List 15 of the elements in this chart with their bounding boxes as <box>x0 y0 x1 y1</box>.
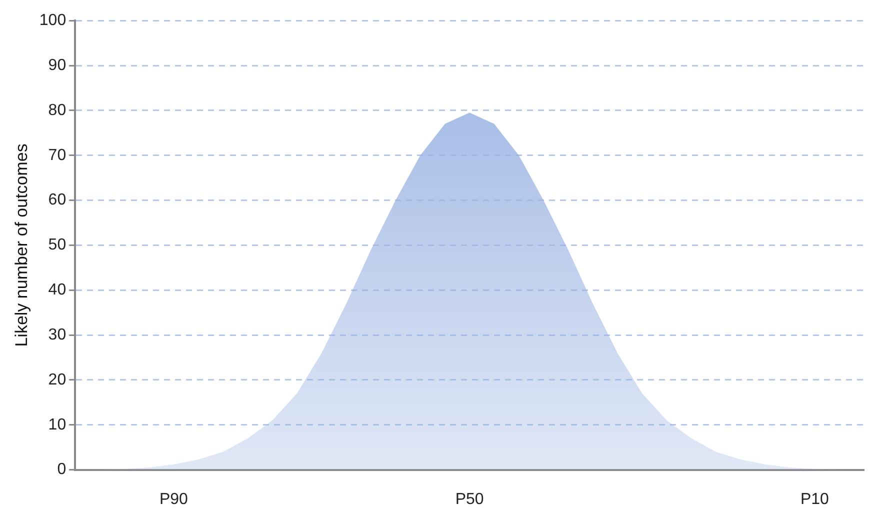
y-tick-label: 70 <box>48 146 66 164</box>
y-tick-label: 100 <box>39 12 66 30</box>
y-tick-label: 40 <box>48 282 66 299</box>
x-tick-label: P90 <box>159 490 188 508</box>
y-tick-label: 0 <box>57 461 66 478</box>
y-tick-label: 50 <box>48 236 66 254</box>
y-tick-label: 80 <box>48 102 66 119</box>
y-tick-label: 90 <box>48 56 66 74</box>
y-tick-label: 60 <box>48 192 66 209</box>
x-tick-label: P50 <box>455 490 484 508</box>
y-tick-label: 30 <box>48 326 66 344</box>
x-tick-label: P10 <box>800 490 830 508</box>
y-axis-title: Likely number of outcomes <box>12 144 31 347</box>
y-tick-label: 20 <box>48 371 66 388</box>
y-tick-label: 10 <box>48 416 66 434</box>
